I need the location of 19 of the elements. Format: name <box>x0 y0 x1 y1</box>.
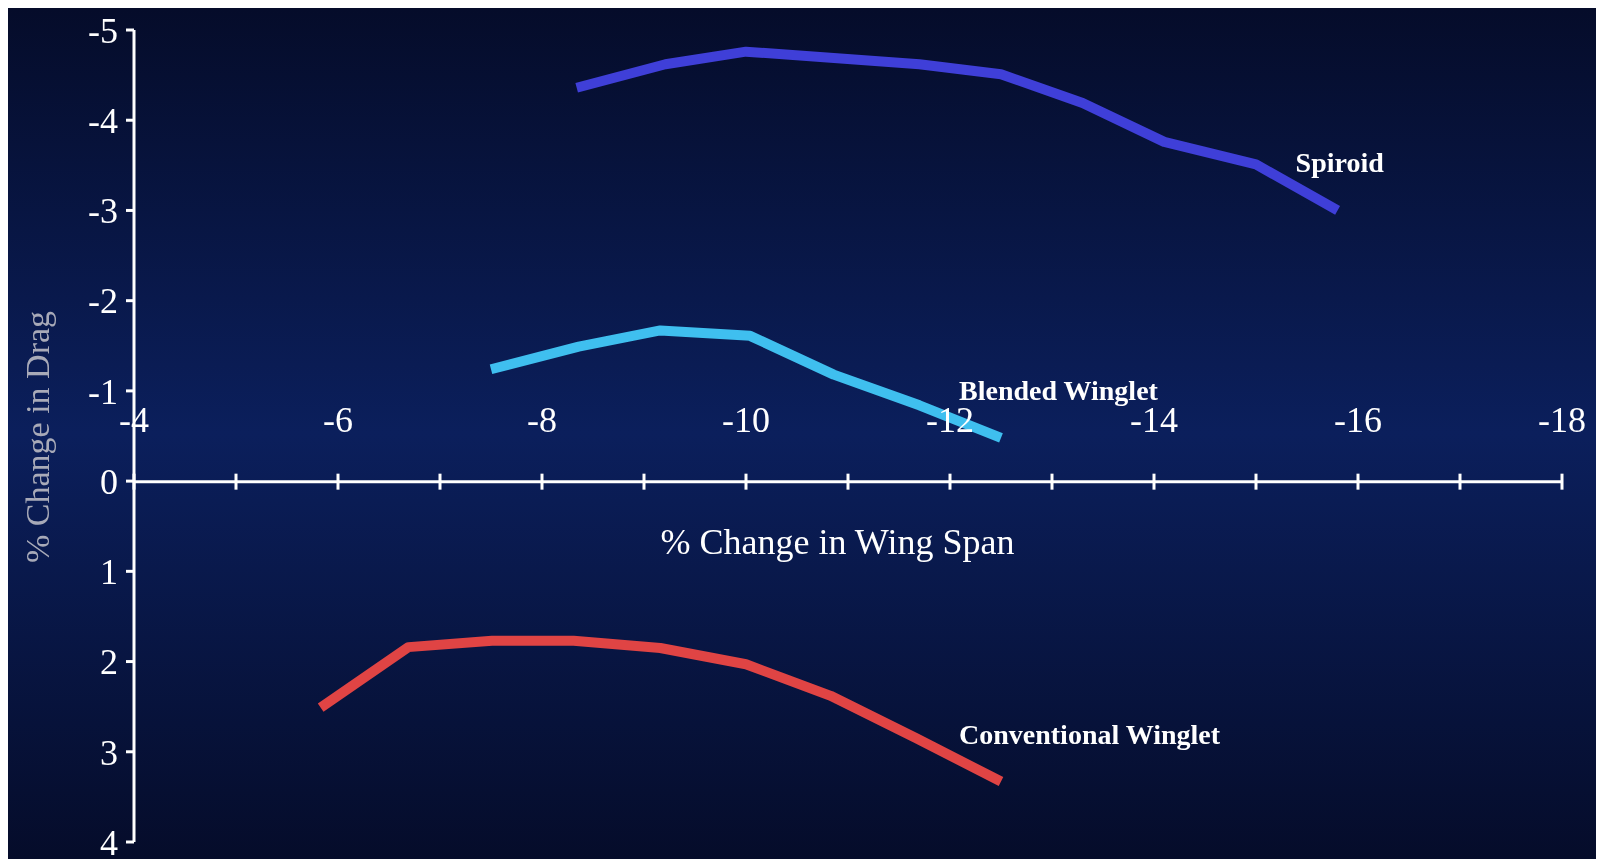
x-axis-title: % Change in Wing Span <box>660 521 1015 562</box>
series-label: Spiroid <box>1295 147 1385 179</box>
y-tick-label: -2 <box>88 281 118 322</box>
y-tick-label: -1 <box>88 371 118 412</box>
y-tick-label: 0 <box>100 461 118 502</box>
y-axis-title: % Change in Drag <box>19 310 57 563</box>
x-tick-label: -10 <box>722 399 770 440</box>
y-tick-label: -5 <box>88 10 118 51</box>
y-tick-label: 1 <box>100 552 118 593</box>
series-label: Conventional Winglet <box>959 718 1221 750</box>
y-tick-label: 2 <box>100 642 118 683</box>
y-tick-label: -4 <box>88 101 118 141</box>
x-tick-label: -6 <box>323 399 353 440</box>
x-tick-label: -18 <box>1538 399 1586 440</box>
y-tick-label: -3 <box>88 191 118 232</box>
x-tick-label: -16 <box>1334 399 1382 440</box>
x-tick-label: -8 <box>527 399 557 440</box>
y-tick-label: 3 <box>100 732 118 773</box>
y-tick-label: 4 <box>100 822 118 859</box>
